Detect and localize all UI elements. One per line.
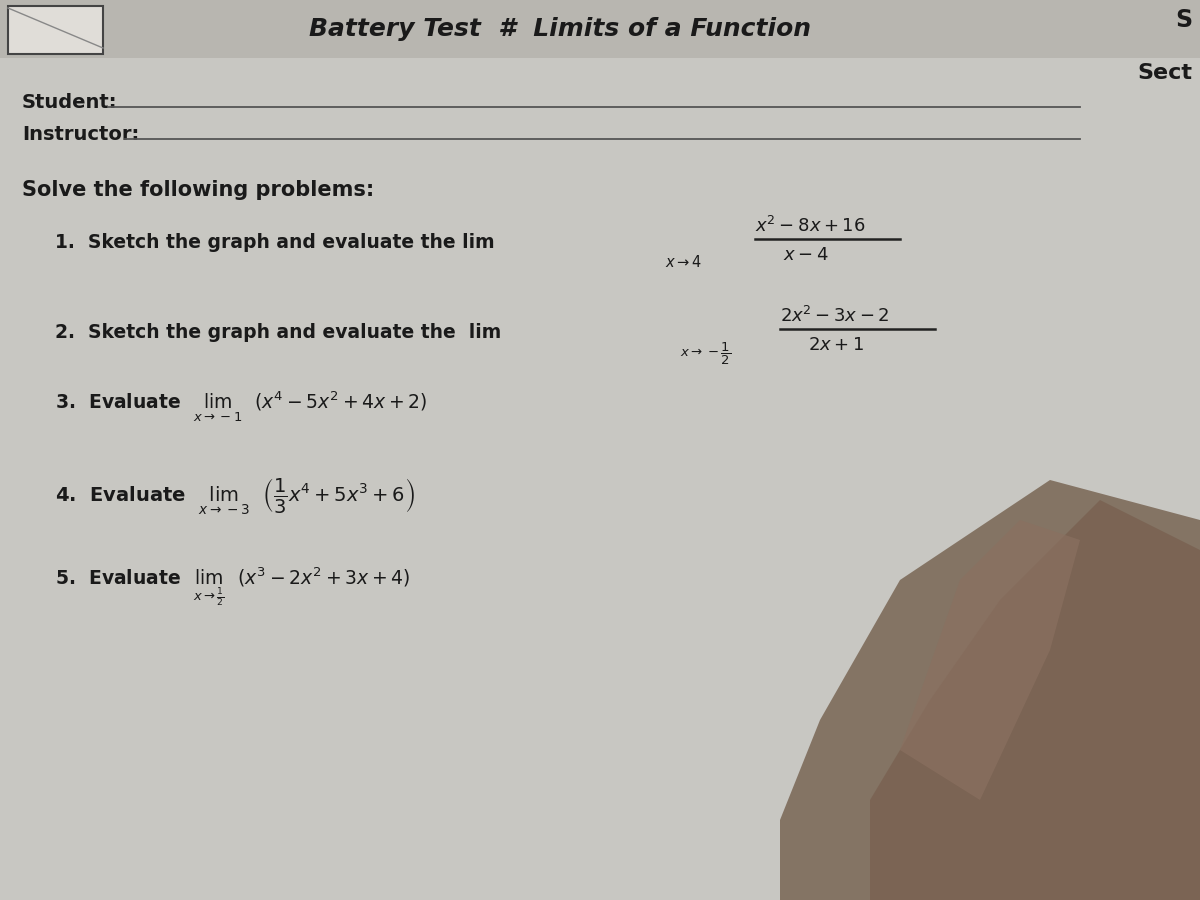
Text: Instructor:: Instructor:: [22, 125, 139, 145]
Text: Sect: Sect: [1138, 63, 1192, 83]
Bar: [0, 0, 1200, 58]
Text: 2.  Sketch the graph and evaluate the  lim: 2. Sketch the graph and evaluate the lim: [55, 322, 502, 341]
Text: 5.  Evaluate  $\underset{x\to \frac{1}{2}}{\lim}$  $(x^3 - 2x^2 + 3x + 4)$: 5. Evaluate $\underset{x\to \frac{1}{2}}…: [55, 565, 410, 608]
FancyBboxPatch shape: [8, 6, 103, 54]
Text: $x\rightarrow-\dfrac{1}{2}$: $x\rightarrow-\dfrac{1}{2}$: [680, 341, 731, 367]
Text: $2x+1$: $2x+1$: [808, 336, 864, 354]
Text: 4.  Evaluate  $\underset{x\to -3}{\lim}$  $\left(\dfrac{1}{3}x^4 + 5x^3 + 6\righ: 4. Evaluate $\underset{x\to -3}{\lim}$ $…: [55, 477, 415, 517]
Text: Battery Test  #  Limits of a Function: Battery Test # Limits of a Function: [310, 17, 811, 41]
Polygon shape: [780, 480, 1200, 900]
Polygon shape: [900, 520, 1080, 800]
Text: Solve the following problems:: Solve the following problems:: [22, 180, 374, 200]
Polygon shape: [870, 500, 1200, 900]
Text: $x^2-8x+16$: $x^2-8x+16$: [755, 216, 865, 236]
Text: 1.  Sketch the graph and evaluate the lim: 1. Sketch the graph and evaluate the lim: [55, 232, 494, 251]
Text: 3.  Evaluate  $\underset{x\to -1}{\lim}$  $(x^4 - 5x^2 + 4x + 2)$: 3. Evaluate $\underset{x\to -1}{\lim}$ $…: [55, 390, 427, 425]
Text: $2x^2-3x-2$: $2x^2-3x-2$: [780, 306, 889, 326]
Text: $x-4$: $x-4$: [784, 246, 829, 264]
Text: $x\rightarrow4$: $x\rightarrow4$: [665, 254, 702, 270]
Text: Student:: Student:: [22, 94, 118, 112]
Text: S: S: [1175, 8, 1192, 32]
